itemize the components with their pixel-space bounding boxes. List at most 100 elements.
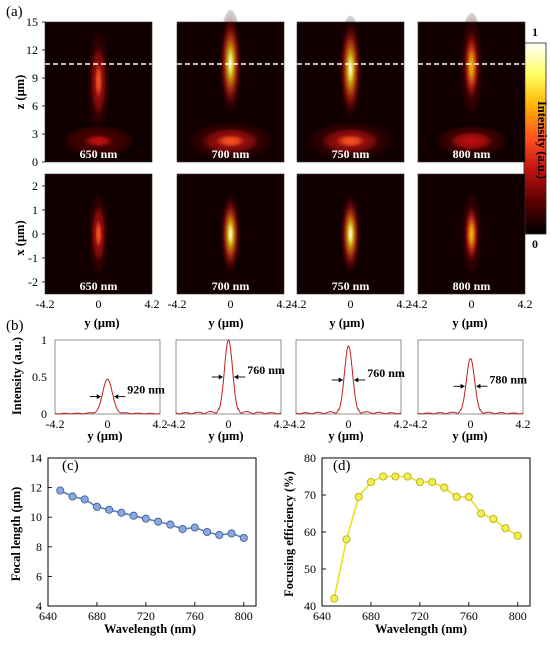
- y-tick-label-a: 4.2: [518, 297, 533, 311]
- fwhm-annotation: 920 nm: [127, 383, 165, 397]
- x-map-frame: [296, 173, 405, 295]
- fwhm-arrowhead-left: [96, 394, 101, 400]
- fwhm-annotation: 760 nm: [247, 363, 285, 377]
- z-tick-label: 3: [32, 127, 38, 141]
- y-tick-label-a: -4.2: [409, 297, 428, 311]
- efficiency-y-tick-label: 80: [304, 451, 316, 465]
- efficiency-x-tick-label: 720: [411, 609, 429, 623]
- efficiency-y-tick-label: 70: [304, 488, 316, 502]
- z-tick-label: 0: [32, 155, 38, 169]
- y-tick-label-a: 0: [469, 297, 475, 311]
- efficiency-x-tick-label: 680: [362, 609, 380, 623]
- x-tick-label: -1: [28, 251, 38, 265]
- intensity-tick-label: 0.5: [32, 370, 47, 384]
- x-map-wavelength-label: 650 nm: [80, 279, 118, 293]
- y-axis-title-a4: y (μm): [452, 316, 487, 330]
- colorbar-title: Intensity (a.u.): [535, 101, 549, 179]
- efficiency-y-tick-label: 50: [304, 562, 316, 576]
- focal-length-y-tick-label: 8: [36, 540, 42, 554]
- efficiency-y-tick-label: 40: [304, 599, 316, 613]
- efficiency-series-line: [333, 475, 519, 599]
- wavelength-axis-title-c: Wavelength (nm): [104, 622, 196, 636]
- y-tick-label-b: 4.2: [153, 417, 168, 431]
- efficiency-axis-title: Focusing efficiency (%): [282, 471, 296, 597]
- z-map-wavelength-label: 700 nm: [212, 147, 250, 161]
- y-tick-label-b: -4.2: [167, 417, 186, 431]
- x-map-wavelength-label: 700 nm: [212, 279, 250, 293]
- focal-length-y-tick-label: 4: [36, 599, 42, 613]
- focal-length-plot-frame: [47, 457, 257, 607]
- side-lobe: [53, 121, 144, 161]
- focal-spot: [459, 12, 484, 120]
- focal-length-y-tick-label: 10: [30, 510, 42, 524]
- focal-length-data-point: [227, 529, 236, 538]
- y-tick-label-b: 4.2: [394, 417, 409, 431]
- intensity-tick-label: 0: [41, 407, 47, 421]
- y-tick-label-a: 0: [96, 297, 102, 311]
- x-tick-label: 0: [32, 227, 38, 241]
- fwhm-annotation: 780 nm: [489, 372, 527, 386]
- efficiency-data-point: [501, 524, 510, 533]
- efficiency-plot-frame: [321, 457, 531, 607]
- efficiency-data-point: [477, 509, 486, 518]
- focal-spot: [338, 15, 363, 122]
- focal-length-x-tick-label: 680: [88, 609, 106, 623]
- z-axis-title: z (μm): [13, 75, 27, 110]
- efficiency-x-tick-label: 800: [509, 609, 527, 623]
- profile-curve: [175, 339, 282, 415]
- focal-length-data-point: [203, 527, 212, 537]
- focal-length-x-tick-label: 800: [235, 609, 253, 623]
- efficiency-data-point: [452, 492, 461, 501]
- efficiency-data-point: [366, 477, 375, 487]
- z-map-wavelength-label: 800 nm: [453, 147, 491, 161]
- panel-label-a: (a): [6, 4, 23, 20]
- efficiency-data-point: [342, 535, 351, 544]
- fwhm-arrowhead-left: [460, 383, 465, 389]
- y-axis-title-b4: y (μm): [452, 429, 487, 443]
- y-tick-label-a: -4.2: [288, 297, 307, 311]
- y-tick-label-b: -4.2: [409, 417, 428, 431]
- y-tick-label-a: 4.2: [277, 297, 292, 311]
- y-tick-label-a: 0: [228, 297, 234, 311]
- z-tick-label: 15: [26, 15, 38, 29]
- efficiency-data-point: [489, 515, 498, 524]
- focal-length-data-point: [117, 508, 126, 517]
- fwhm-annotation: 760 nm: [367, 366, 405, 380]
- fwhm-arrowhead-right: [234, 374, 239, 380]
- x-tick-label: -2: [28, 275, 38, 289]
- efficiency-data-point: [379, 472, 388, 481]
- profile-curve: [418, 357, 523, 415]
- efficiency-data-point: [354, 492, 363, 501]
- y-tick-label-b: 0: [468, 417, 474, 431]
- efficiency-data-point: [513, 531, 522, 540]
- focal-length-data-point: [190, 523, 199, 532]
- y-tick-label-a: 0: [348, 297, 354, 311]
- focal-length-series-line: [59, 489, 245, 539]
- z-map-wavelength-label: 750 nm: [332, 147, 370, 161]
- x-map-frame: [176, 173, 285, 295]
- focal-length-x-tick-label: 640: [39, 609, 57, 623]
- x-axis-title-a: x (μm): [13, 220, 27, 255]
- y-tick-label-a: 4.2: [397, 297, 412, 311]
- wavelength-axis-title-d: Wavelength (nm): [375, 622, 467, 636]
- side-lobe: [305, 121, 396, 161]
- y-axis-title-a1: y (μm): [84, 316, 119, 330]
- y-axis-title-b3: y (μm): [328, 429, 363, 443]
- z-tick-label: 12: [26, 43, 38, 57]
- z-map-frame: [44, 21, 153, 163]
- y-axis-title-b2: y (μm): [208, 429, 243, 443]
- focal-length-data-point: [68, 492, 77, 501]
- profile-frame: [295, 339, 402, 415]
- y-axis-title-a2: y (μm): [208, 316, 243, 330]
- y-tick-label-b: 4.2: [516, 417, 531, 431]
- fwhm-arrowhead-right: [354, 377, 359, 383]
- x-map-wavelength-label: 800 nm: [453, 279, 491, 293]
- y-tick-label-b: 0: [105, 417, 111, 431]
- focal-length-data-point: [166, 520, 175, 529]
- side-lobe: [426, 121, 517, 161]
- focal-length-x-tick-label: 760: [186, 609, 204, 623]
- efficiency-data-point: [403, 472, 412, 481]
- efficiency-y-tick-label: 60: [304, 525, 316, 539]
